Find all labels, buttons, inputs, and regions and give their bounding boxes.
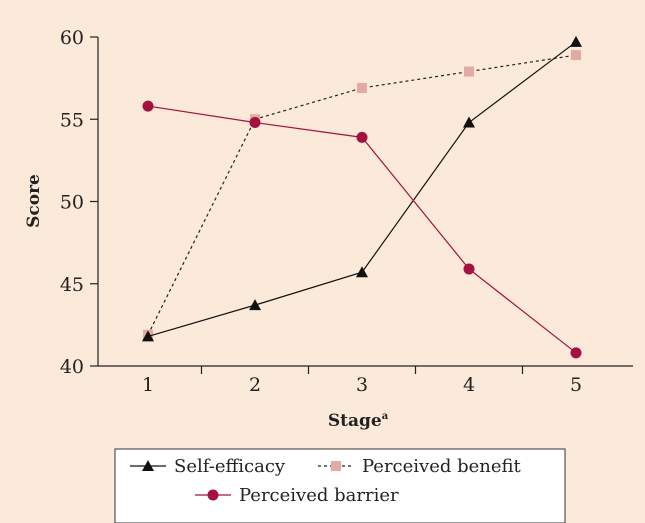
plot-area [142, 35, 582, 359]
y-tick-label: 60 [60, 27, 84, 49]
series-perceived-barrier [142, 100, 582, 359]
series-self-efficacy [142, 35, 582, 342]
data-point-perceived-benefit [357, 82, 367, 93]
legend-marker-perceived-benefit [331, 461, 341, 471]
legend-marker-self-efficacy [142, 460, 154, 471]
x-axis-title-superscript: a [382, 411, 389, 422]
x-tick-label: 3 [356, 374, 368, 396]
series-line-perceived-barrier [147, 105, 577, 354]
legend-item-self-efficacy: Self-efficacy [130, 456, 286, 477]
x-axis-title: Stagea [328, 411, 389, 431]
data-point-perceived-barrier [249, 117, 261, 129]
series-line-perceived-benefit [147, 54, 577, 336]
y-tick-label: 55 [60, 109, 84, 131]
x-tick-label: 5 [570, 374, 582, 396]
legend: Self-efficacy Perceived benefit Perceived … [114, 448, 566, 523]
y-axis-title: Score [24, 174, 44, 228]
data-point-self-efficacy [570, 35, 582, 47]
legend-label-perceived-benefit: Perceived benefit [362, 456, 522, 477]
data-point-perceived-benefit [571, 50, 581, 61]
legend-label-perceived-barrier: Perceived barrier [239, 485, 399, 506]
series-perceived-benefit [143, 50, 581, 340]
data-point-self-efficacy [356, 266, 368, 278]
legend-marker-perceived-barrier [207, 489, 219, 501]
legend-item-perceived-benefit: Perceived benefit [318, 456, 522, 477]
legend-item-perceived-barrier: Perceived barrier [195, 485, 399, 506]
legend-items: Self-efficacy Perceived benefit Perceived … [130, 456, 522, 506]
data-point-self-efficacy [142, 330, 154, 342]
data-point-perceived-barrier [356, 131, 368, 143]
data-point-perceived-benefit [464, 66, 474, 77]
legend-label-self-efficacy: Self-efficacy [174, 456, 286, 477]
data-point-self-efficacy [249, 299, 261, 311]
x-tick-label: 1 [142, 374, 154, 396]
y-tick-label: 50 [60, 192, 84, 214]
data-point-self-efficacy [463, 116, 475, 128]
x-axis-title-main: Stage [328, 411, 382, 431]
y-tick-label: 45 [60, 274, 84, 296]
data-point-perceived-barrier [463, 263, 475, 275]
data-point-perceived-barrier [570, 347, 582, 359]
x-tick-label: 4 [463, 374, 475, 396]
data-point-perceived-barrier [142, 100, 154, 112]
x-tick-label: 2 [249, 374, 261, 396]
y-ticks: 40 45 50 55 60 [60, 27, 98, 378]
y-tick-label: 40 [60, 356, 84, 378]
x-ticks: 1 2 3 4 5 [142, 366, 582, 396]
